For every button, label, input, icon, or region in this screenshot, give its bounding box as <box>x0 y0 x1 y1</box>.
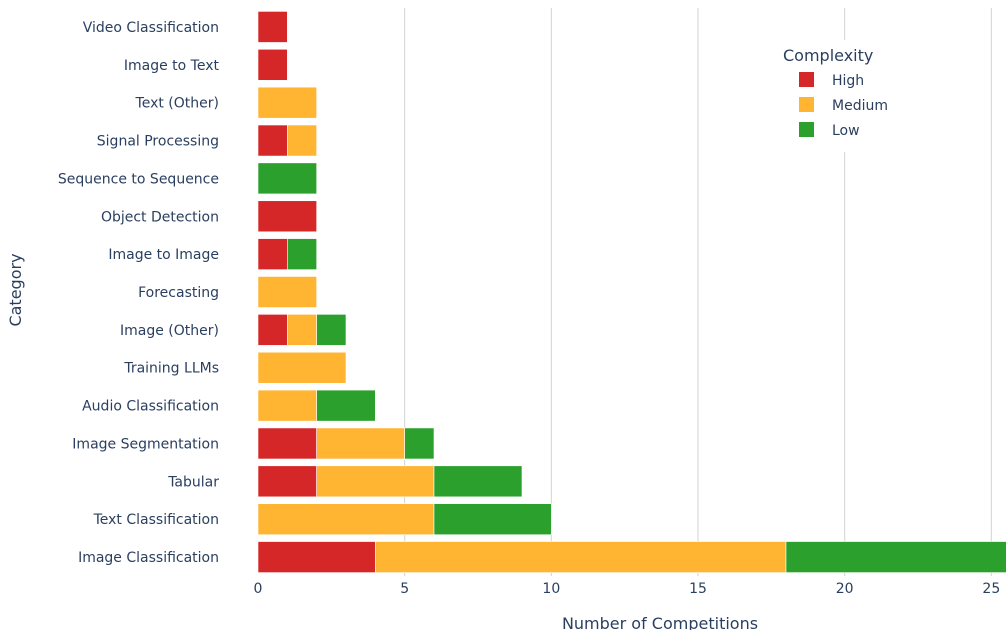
x-tick-label-0: 0 <box>254 581 263 597</box>
bar-high-0 <box>257 541 376 573</box>
bar-low-1 <box>433 503 552 536</box>
y-tick-label-11: Signal Processing <box>97 134 219 150</box>
x-tick-label-3: 15 <box>689 581 707 597</box>
legend-items: High Medium Low <box>799 72 888 139</box>
bar-medium-6 <box>287 314 317 346</box>
y-tick-label-7: Forecasting <box>138 285 219 301</box>
bar-high-6 <box>257 314 288 346</box>
bar-medium-0 <box>375 541 787 573</box>
legend: Complexity High Medium Low <box>780 40 905 152</box>
bar-medium-7 <box>257 276 317 308</box>
bar-low-3 <box>404 427 435 460</box>
bar-high-3 <box>257 427 317 460</box>
bar-medium-11 <box>287 124 317 157</box>
bar-high-8 <box>257 238 288 270</box>
bar-low-10 <box>257 162 317 195</box>
bar-high-9 <box>257 200 317 233</box>
bar-medium-2 <box>316 465 435 498</box>
bars <box>257 11 1006 573</box>
bar-medium-1 <box>257 503 435 536</box>
bar-low-2 <box>433 465 523 498</box>
bar-high-11 <box>257 124 288 157</box>
y-tick-label-4: Audio Classification <box>82 399 219 415</box>
y-tick-label-9: Object Detection <box>101 209 219 225</box>
x-tick-label-2: 10 <box>542 581 560 597</box>
y-axis-title: Category <box>6 253 25 326</box>
bar-low-8 <box>287 238 317 270</box>
bar-low-0 <box>785 541 1006 573</box>
bar-medium-3 <box>316 427 405 460</box>
legend-label-high: High <box>832 73 864 89</box>
y-tick-label-6: Image (Other) <box>120 323 219 339</box>
y-tick-label-5: Training LLMs <box>123 361 219 377</box>
bar-high-2 <box>257 465 317 498</box>
bar-high-13 <box>257 48 288 81</box>
y-tick-label-14: Video Classification <box>83 20 219 36</box>
legend-label-low: Low <box>832 123 860 139</box>
legend-swatch-high <box>799 72 814 87</box>
bar-low-6 <box>316 314 347 346</box>
bar-medium-12 <box>257 86 317 119</box>
y-tick-label-3: Image Segmentation <box>72 436 219 452</box>
y-tick-label-0: Image Classification <box>78 550 219 566</box>
bar-medium-4 <box>257 389 317 422</box>
legend-title: Complexity <box>783 46 873 65</box>
y-tick-labels: Image Classification Text Classification T… <box>58 20 220 566</box>
bar-medium-5 <box>257 351 347 384</box>
x-tick-label-5: 25 <box>982 581 1000 597</box>
y-tick-label-8: Image to Image <box>108 247 219 263</box>
x-axis-title: Number of Competitions <box>562 614 758 630</box>
bar-low-4 <box>316 389 376 422</box>
y-tick-label-13: Image to Text <box>124 58 220 74</box>
bar-high-14 <box>257 11 288 43</box>
legend-label-medium: Medium <box>832 98 888 114</box>
y-tick-label-1: Text Classification <box>93 512 219 528</box>
y-tick-label-10: Sequence to Sequence <box>58 171 219 187</box>
x-tick-label-1: 5 <box>400 581 409 597</box>
legend-swatch-low <box>799 122 814 137</box>
y-tick-label-12: Text (Other) <box>135 96 219 112</box>
legend-swatch-medium <box>799 97 814 112</box>
x-tick-label-4: 20 <box>836 581 854 597</box>
x-tick-labels: 0 5 10 15 20 25 <box>254 581 1001 597</box>
y-tick-label-2: Tabular <box>167 474 219 490</box>
